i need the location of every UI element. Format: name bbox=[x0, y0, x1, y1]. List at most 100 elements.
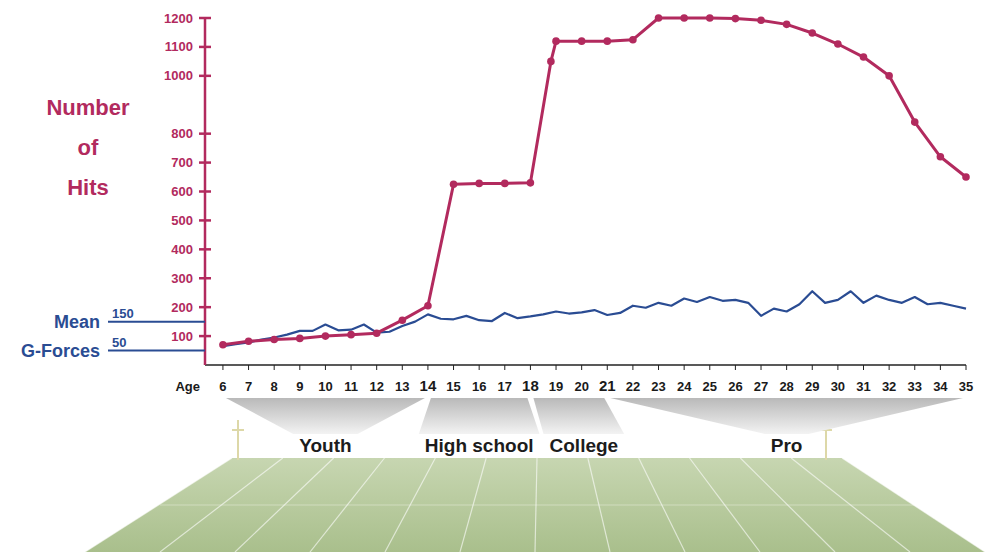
x-tick-label: 7 bbox=[245, 379, 252, 394]
x-tick-label: 12 bbox=[369, 379, 383, 394]
y2-tick-label: 50 bbox=[112, 335, 126, 350]
series-marker bbox=[860, 53, 868, 61]
x-tick bbox=[581, 365, 582, 370]
x-tick-label: 22 bbox=[626, 379, 640, 394]
x-tick-label: 34 bbox=[933, 379, 948, 394]
y-tick bbox=[199, 161, 211, 164]
y-tick bbox=[199, 75, 211, 78]
title-line: of bbox=[78, 135, 99, 160]
x-tick-label: 10 bbox=[318, 379, 332, 394]
x-tick bbox=[709, 365, 710, 370]
x-tick bbox=[658, 365, 659, 370]
level-label: Youth bbox=[299, 435, 351, 456]
series-marker bbox=[547, 58, 555, 66]
series-marker bbox=[603, 37, 611, 45]
series-marker bbox=[629, 36, 637, 44]
x-tick-label: 24 bbox=[677, 379, 692, 394]
series-marker bbox=[706, 14, 714, 22]
x-axis-line bbox=[205, 364, 966, 366]
y-tick-label: 800 bbox=[171, 126, 193, 141]
x-tick-label: 14 bbox=[420, 377, 437, 394]
series-marker bbox=[245, 337, 253, 345]
level-label: Pro bbox=[771, 435, 803, 456]
x-tick bbox=[479, 365, 480, 370]
level-funnel bbox=[533, 398, 624, 434]
x-tick bbox=[530, 365, 531, 370]
x-tick bbox=[222, 365, 223, 370]
title-line: Mean bbox=[54, 312, 100, 332]
y-tick-label: 700 bbox=[171, 155, 193, 170]
x-tick bbox=[427, 365, 428, 370]
series-marker bbox=[962, 173, 970, 181]
series-marker bbox=[578, 37, 586, 45]
x-tick bbox=[735, 365, 736, 370]
series-marker bbox=[732, 15, 740, 23]
y-tick bbox=[199, 335, 211, 338]
level-label: High school bbox=[425, 435, 534, 456]
x-tick bbox=[504, 365, 505, 370]
y2-axis: 50 150 Mean G-Forces bbox=[21, 306, 205, 361]
title-line: G-Forces bbox=[21, 341, 100, 361]
x-axis-title: Age bbox=[175, 379, 200, 394]
x-tick-label: 29 bbox=[805, 379, 819, 394]
level-funnel bbox=[610, 398, 963, 434]
x-tick bbox=[556, 365, 557, 370]
x-tick bbox=[914, 365, 915, 370]
x-tick-label: 28 bbox=[779, 379, 793, 394]
x-tick-label: 18 bbox=[522, 377, 539, 394]
level-funnel bbox=[226, 398, 425, 434]
x-tick-label: 20 bbox=[574, 379, 588, 394]
y-tick-label: 1100 bbox=[165, 39, 193, 54]
x-tick-label: 15 bbox=[446, 379, 460, 394]
x-tick bbox=[607, 365, 608, 370]
y2-tick-label: 150 bbox=[112, 306, 134, 321]
series-marker bbox=[808, 29, 816, 37]
x-tick-label: 25 bbox=[703, 379, 717, 394]
y-tick-label: 600 bbox=[171, 184, 193, 199]
y-tick-label: 1200 bbox=[164, 11, 193, 26]
title-line: Number bbox=[46, 95, 130, 120]
x-tick bbox=[786, 365, 787, 370]
series-marker bbox=[834, 40, 842, 48]
x-tick-label: 19 bbox=[549, 379, 563, 394]
y2-axis-title: Mean G-Forces bbox=[21, 312, 100, 361]
series-marker bbox=[398, 316, 406, 324]
x-tick-label: 6 bbox=[219, 379, 226, 394]
x-tick bbox=[684, 365, 685, 370]
x-tick bbox=[351, 365, 352, 370]
y-tick bbox=[199, 248, 211, 251]
series-marker bbox=[680, 14, 688, 22]
plot-area bbox=[219, 14, 970, 348]
series-line bbox=[223, 18, 966, 345]
x-tick bbox=[837, 365, 838, 370]
series-marker bbox=[424, 302, 432, 310]
goal-post bbox=[237, 420, 239, 460]
x-tick-label: 16 bbox=[472, 379, 486, 394]
y-tick-label: 400 bbox=[171, 242, 193, 257]
series-marker bbox=[911, 118, 919, 126]
y2-tick bbox=[108, 350, 205, 352]
x-tick bbox=[453, 365, 454, 370]
y2-tick bbox=[108, 321, 205, 323]
x-tick bbox=[299, 365, 300, 370]
series-marker bbox=[552, 37, 560, 45]
level-label: College bbox=[550, 435, 619, 456]
x-tick bbox=[402, 365, 403, 370]
x-tick bbox=[325, 365, 326, 370]
x-tick-label: 21 bbox=[599, 377, 616, 394]
y-tick-label: 1000 bbox=[164, 68, 193, 83]
y-tick-label: 200 bbox=[171, 300, 193, 315]
series-line bbox=[223, 291, 966, 346]
y-tick bbox=[199, 190, 211, 193]
x-tick bbox=[376, 365, 377, 370]
y-tick-label: 100 bbox=[171, 329, 193, 344]
series-marker bbox=[475, 180, 483, 188]
x-tick bbox=[889, 365, 890, 370]
x-tick-label: 30 bbox=[831, 379, 845, 394]
x-tick bbox=[812, 365, 813, 370]
x-axis: 6789101112131415161718192021222324252627… bbox=[175, 365, 973, 394]
x-tick-label: 33 bbox=[908, 379, 922, 394]
levels: Youth High school College Pro bbox=[226, 398, 963, 456]
y-axis: 100200300400500600700800100011001200Numb… bbox=[46, 11, 211, 366]
series-marker bbox=[527, 179, 535, 187]
